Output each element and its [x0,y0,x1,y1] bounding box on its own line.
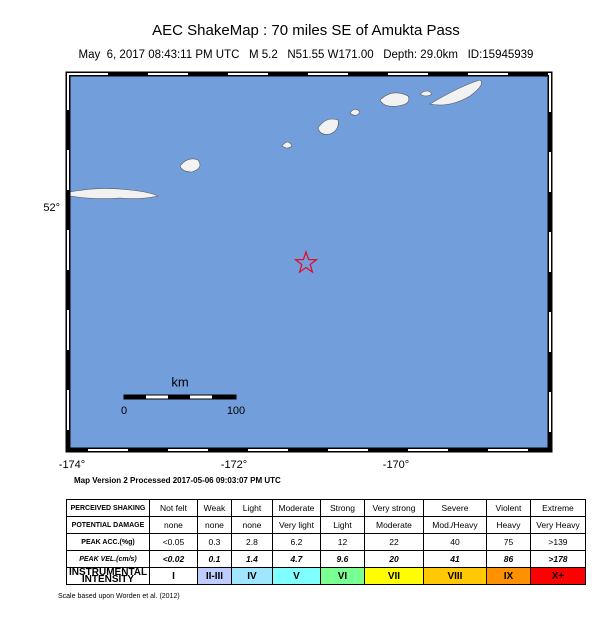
table-cell: Moderate [271,499,321,517]
table-cell: Very light [271,516,321,534]
table-cell: none [196,516,232,534]
table-cell: >178 [529,550,586,568]
lat-label: 52° [43,202,60,214]
table-cell: V [271,567,321,585]
lon-label: -174° [59,459,85,471]
table-cell: VIII [422,567,487,585]
table-cell: IV [230,567,273,585]
table-cell: 4.7 [271,550,321,568]
scale-label: 100 [227,405,245,417]
table-cell: 40 [422,533,487,551]
table-cell: 86 [485,550,531,568]
title: AEC ShakeMap : 70 miles SE of Amukta Pas… [152,22,460,39]
table-cell: 20 [363,550,424,568]
scale-unit: km [171,374,188,389]
table-cell: 12 [319,533,365,551]
table-cell: I [148,567,198,585]
lon-label: -170° [383,459,409,471]
table-row: PERCEIVED SHAKING Not felt Weak Light Modera… [66,499,586,517]
table-cell: Severe [422,499,487,517]
row-header: POTENTIAL DAMAGE [66,516,150,534]
table-cell: VI [319,567,365,585]
table-cell: Extreme [529,499,586,517]
table-cell: VII [363,567,424,585]
intensity-table: PERCEIVED SHAKING Not felt Weak Light Modera… [66,499,586,585]
table-cell: 6.2 [271,533,321,551]
table-cell: Mod./Heavy [422,516,487,534]
row-header: INSTRUMENTAL INTENSITY [66,567,150,585]
table-cell: >139 [529,533,586,551]
table-cell: 2.8 [230,533,273,551]
row-header: PERCEIVED SHAKING [66,499,150,517]
table-cell: Very Heavy [529,516,586,534]
table-cell: 41 [422,550,487,568]
table-cell: Light [319,516,365,534]
table-cell: 22 [363,533,424,551]
table-cell: <0.05 [148,533,198,551]
table-cell: II-III [196,567,232,585]
ocean [68,74,550,450]
table-cell: Violent [485,499,531,517]
row-header: PEAK VEL.(cm/s) [66,550,150,568]
table-row: PEAK ACC.(%g) <0.05 0.3 2.8 6.2 12 22 40 75 >139 [66,533,586,551]
scale-label: 0 [121,405,127,417]
table-cell: Light [230,499,273,517]
epicenter [293,250,319,274]
lon-label: -172° [221,459,247,471]
table-cell: <0.02 [148,550,198,568]
table-cell: Strong [319,499,365,517]
table-cell: IX [485,567,531,585]
table-cell: Very strong [363,499,424,517]
table-cell: 1.4 [230,550,273,568]
table-row: PEAK VEL.(cm/s) <0.02 0.1 1.4 4.7 9.6 20 41 86 >1… [66,550,586,568]
table-cell: 75 [485,533,531,551]
map-frame-ticks [67,73,551,451]
table-cell: 0.3 [196,533,232,551]
table-cell: Not felt [148,499,198,517]
table-cell: Heavy [485,516,531,534]
table-row: INSTRUMENTAL INTENSITY I II-III IV V VI VII VII… [66,567,586,585]
islands [69,79,482,199]
table-cell: 9.6 [319,550,365,568]
scale-bar [123,394,237,400]
table-cell: Moderate [363,516,424,534]
footer: Scale based upon Worden et al. (2012) [58,593,180,600]
table-row: POTENTIAL DAMAGE none none none Very light Li… [66,516,586,534]
subtitle: May 6, 2017 08:43:11 PM UTC M 5.2 N51.55… [79,49,534,61]
table-cell: none [230,516,273,534]
row-header: PEAK ACC.(%g) [66,533,150,551]
table-cell: X+ [529,567,586,585]
table-cell: 0.1 [196,550,232,568]
table-cell: none [148,516,198,534]
table-cell: Weak [196,499,232,517]
map-version: Map Version 2 Processed 2017-05-06 09:03… [74,476,281,485]
